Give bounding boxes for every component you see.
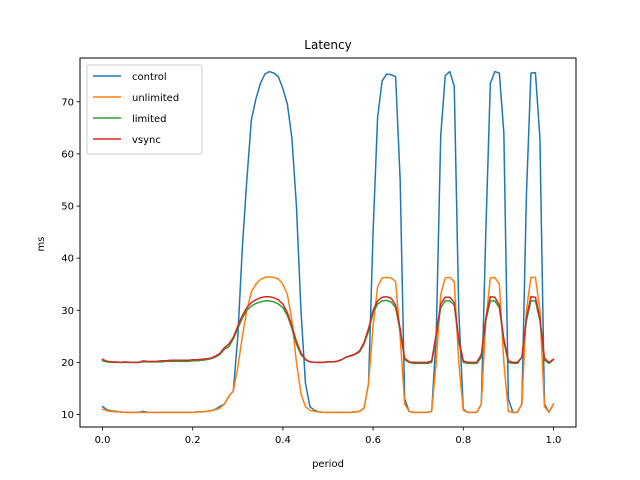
y-axis: 10 20 30 40 50 60 70 — [61, 97, 80, 421]
x-tick-label: 1.0 — [546, 435, 562, 446]
legend-label-control: control — [132, 72, 167, 83]
series-line-unlimited — [101, 276, 555, 414]
y-axis-label: ms — [36, 237, 47, 252]
axes-frame — [79, 57, 577, 428]
x-tick-label: 0.6 — [365, 435, 381, 446]
y-tick-label: 40 — [61, 254, 74, 265]
x-tick-label: 0.0 — [95, 435, 111, 446]
y-tick-label: 20 — [61, 358, 74, 369]
y-tick-label: 50 — [61, 202, 74, 213]
y-tick-label: 30 — [61, 306, 74, 317]
legend-box — [86, 64, 203, 155]
legend-label-unlimited: unlimited — [132, 93, 179, 104]
legend-label-limited: limited — [132, 114, 167, 125]
x-tick-label: 0.2 — [185, 435, 201, 446]
y-tick-label: 10 — [61, 410, 74, 421]
x-tick-label: 0.8 — [455, 435, 471, 446]
y-tick-label: 70 — [61, 97, 74, 108]
x-tick-label: 0.4 — [275, 435, 291, 446]
y-tick-label: 60 — [61, 149, 74, 160]
plot-area — [101, 70, 555, 414]
x-axis: 0.0 0.2 0.4 0.6 0.8 1.0 — [95, 427, 562, 446]
series-line-vsync — [101, 295, 555, 364]
x-axis-label: period — [312, 459, 344, 470]
chart-title: Latency — [304, 38, 351, 52]
legend: control unlimited limited vsync — [86, 64, 203, 155]
legend-label-vsync: vsync — [132, 135, 161, 146]
